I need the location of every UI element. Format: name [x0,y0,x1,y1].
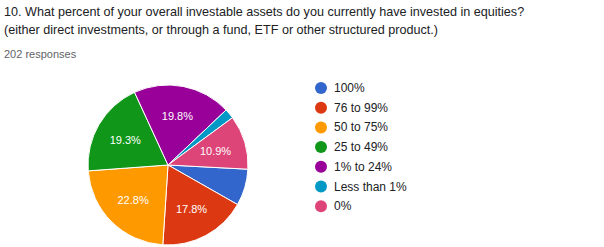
data-labels: 17.8% 22.8% 19.3% 19.8% 10.9% [110,110,232,214]
legend-swatch [315,141,327,153]
pie-slice [168,118,248,169]
legend-label: 50 to 75% [334,120,388,134]
subtitle: 202 responses [4,48,77,60]
legend-swatch [315,181,327,193]
legend-label: 25 to 49% [334,140,388,154]
title: 10. What percent of your overall investa… [4,5,524,19]
legend-swatch [315,121,327,133]
legend-label: Less than 1% [334,180,407,194]
slices [88,85,248,245]
legend-label: 100% [334,81,365,95]
legend-label: 0% [334,199,352,213]
data-label: 19.8% [162,110,193,122]
chart: 10. What percent of your overall investa… [0,0,604,247]
legend-swatch [315,200,327,212]
legend-swatch [315,82,327,94]
legend-swatch [315,161,327,173]
pie-slice [163,165,238,245]
pie-slice [88,165,168,245]
data-label: 10.9% [200,145,231,157]
data-label: 19.3% [110,134,141,146]
legend: 100% 76 to 99% 50 to 75% 25 to 49% 1% to 24%… [315,81,407,213]
legend-swatch [315,102,327,114]
legend-label: 76 to 99% [334,101,388,115]
data-label: 22.8% [117,194,148,206]
title: (either direct investments, or through a… [4,23,438,37]
data-label: 17.8% [176,203,207,215]
legend-label: 1% to 24% [334,160,392,174]
